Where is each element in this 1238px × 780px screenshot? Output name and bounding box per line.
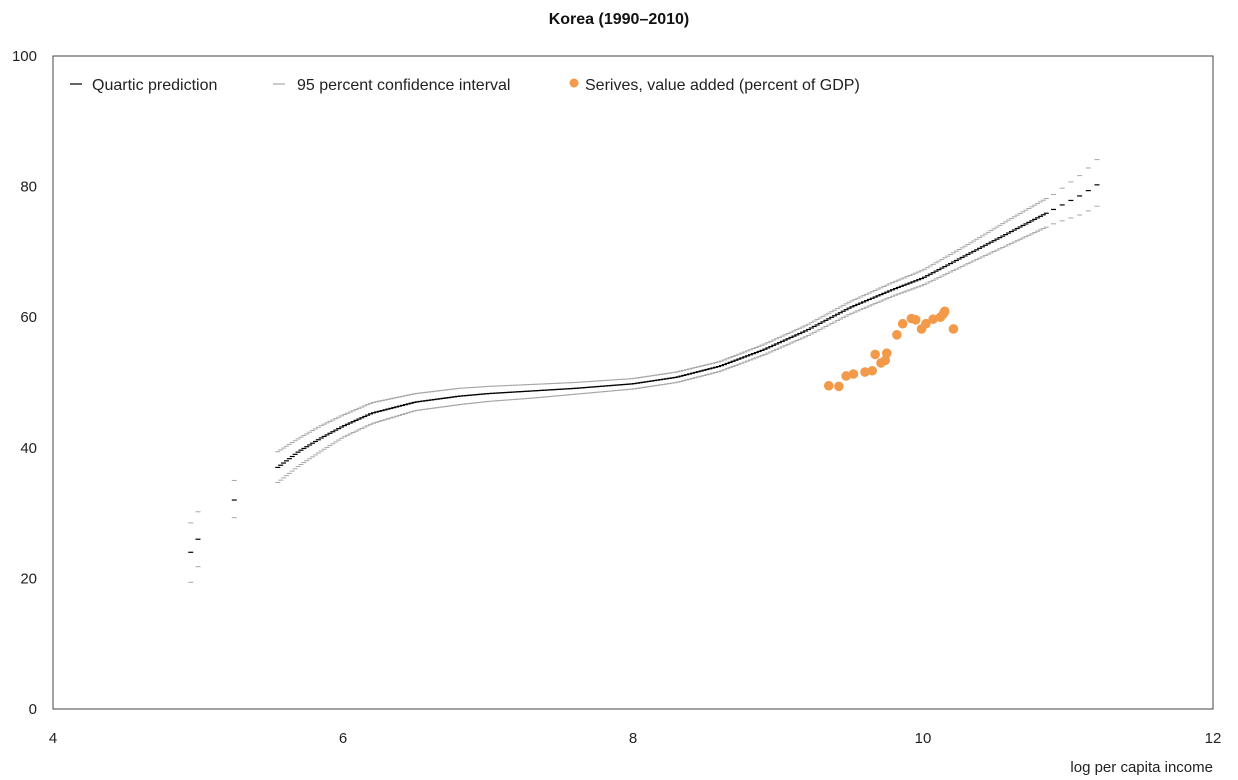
scatter-point bbox=[867, 365, 878, 376]
chart-title: Korea (1990–2010) bbox=[549, 11, 690, 28]
x-tick-label: 8 bbox=[629, 730, 637, 747]
legend-point-swatch bbox=[569, 78, 579, 88]
x-axis-ticks: 4 6 8 10 12 bbox=[49, 730, 1222, 747]
x-tick-label: 6 bbox=[339, 730, 347, 747]
y-tick-label: 80 bbox=[20, 179, 37, 196]
plot-frame bbox=[52, 55, 1214, 710]
legend: Quartic prediction 95 percent confidence… bbox=[70, 77, 860, 94]
y-tick-label: 100 bbox=[12, 48, 37, 65]
legend-label-prediction: Quartic prediction bbox=[92, 77, 217, 94]
scatter-point bbox=[881, 348, 892, 358]
y-tick-label: 40 bbox=[20, 440, 37, 457]
scatter-point bbox=[870, 349, 880, 360]
x-tick-label: 12 bbox=[1205, 730, 1222, 747]
x-tick-label: 10 bbox=[915, 730, 932, 747]
legend-item-points: Serives, value added (percent of GDP) bbox=[569, 77, 860, 94]
y-tick-label: 0 bbox=[29, 701, 37, 718]
scatter-point bbox=[892, 330, 902, 340]
scatter-points-layer bbox=[823, 306, 959, 392]
scatter-point bbox=[848, 369, 859, 379]
y-axis-ticks: 0 20 40 60 80 100 bbox=[12, 48, 37, 718]
confidence-band-layer bbox=[188, 159, 1100, 583]
scatter-point bbox=[823, 380, 834, 391]
y-tick-label: 20 bbox=[20, 570, 37, 587]
legend-label-points: Serives, value added (percent of GDP) bbox=[585, 77, 860, 94]
scatter-point bbox=[897, 318, 908, 329]
scatter-point bbox=[921, 318, 931, 329]
x-axis-title: log per capita income bbox=[1070, 759, 1213, 776]
scatter-point bbox=[948, 324, 959, 334]
scatter-point bbox=[841, 371, 851, 381]
scatter-point bbox=[860, 367, 870, 377]
scatter-point bbox=[939, 306, 950, 317]
prediction-line-layer bbox=[188, 184, 1100, 553]
legend-item-confidence: 95 percent confidence interval bbox=[273, 77, 510, 94]
scatter-point bbox=[910, 315, 921, 325]
legend-label-confidence: 95 percent confidence interval bbox=[297, 77, 510, 94]
x-tick-label: 4 bbox=[49, 730, 57, 747]
y-tick-label: 60 bbox=[20, 309, 37, 326]
legend-item-prediction: Quartic prediction bbox=[70, 77, 217, 94]
scatter-point bbox=[880, 355, 891, 366]
scatter-point bbox=[834, 381, 844, 392]
scatter-point bbox=[928, 314, 938, 324]
